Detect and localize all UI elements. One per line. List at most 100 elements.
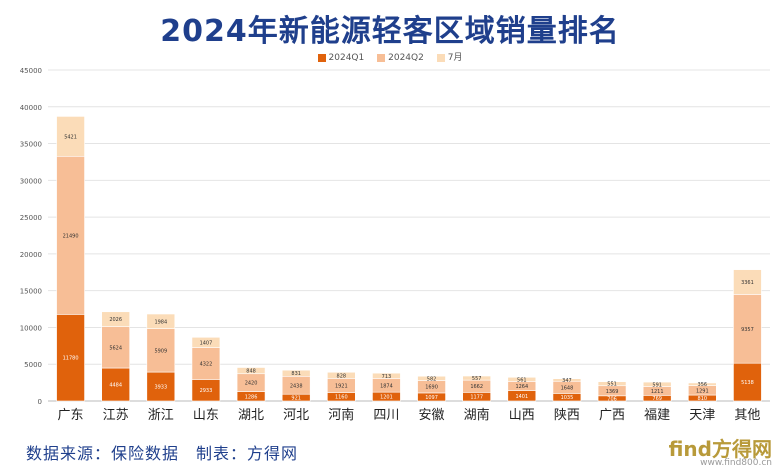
x-tick-label: 河北 (283, 408, 309, 423)
bar-segment (552, 378, 582, 382)
y-tick-label: 0 (38, 398, 42, 406)
x-tick-label: 湖南 (464, 407, 490, 423)
x-tick-label: 河南 (328, 407, 354, 423)
data-label: 3361 (741, 280, 754, 286)
data-label: 1648 (561, 385, 574, 391)
bar-segment (146, 371, 176, 402)
bar-segment (507, 376, 537, 382)
legend-label-q1: 2024Q1 (328, 53, 365, 63)
legend-label-july: 7月 (447, 53, 463, 63)
data-label: 1211 (651, 389, 664, 395)
y-tick-label: 20000 (20, 251, 42, 259)
data-label: 1662 (470, 384, 483, 390)
data-label: 2026 (109, 317, 122, 323)
x-tick-label: 陕西 (554, 408, 580, 423)
data-label: 9357 (741, 327, 754, 333)
y-tick-label: 35000 (20, 141, 42, 149)
x-tick-label: 安徽 (419, 408, 445, 423)
data-label: 769 (652, 396, 662, 402)
data-label: 356 (698, 382, 708, 388)
y-tick-label: 30000 (20, 177, 42, 185)
data-label: 1097 (425, 395, 438, 401)
data-label: 713 (382, 374, 392, 380)
bar-segment (281, 369, 311, 377)
brand-logo: find方得网 www.find800.cn (669, 433, 772, 468)
data-label: 1401 (515, 394, 528, 400)
bar-segment (101, 311, 130, 327)
x-tick-label: 广西 (599, 408, 625, 423)
bar-segment (191, 336, 221, 348)
data-label: 921 (291, 396, 301, 402)
data-label: 5624 (109, 345, 122, 351)
data-label: 347 (562, 378, 572, 384)
data-label: 1035 (561, 395, 574, 401)
x-tick-label: 福建 (644, 408, 670, 423)
bar-segment (417, 375, 446, 381)
data-label: 582 (427, 376, 437, 382)
data-label: 1921 (335, 383, 348, 389)
bar-segment (56, 155, 85, 315)
brand-logo-text: find方得网 (668, 437, 772, 461)
data-label: 1201 (380, 395, 393, 401)
brand-logo-url: www.find800.cn (700, 458, 772, 468)
x-tick-label: 山东 (193, 408, 219, 423)
bar-segment (191, 347, 221, 380)
bar-segment (688, 382, 717, 386)
data-label: 5421 (64, 134, 77, 140)
bar-segment (733, 269, 762, 295)
data-label: 831 (291, 371, 301, 377)
bar-segment (733, 294, 762, 364)
bar-segment (56, 116, 85, 157)
y-tick-label: 45000 (20, 67, 42, 75)
data-label: 828 (337, 373, 347, 379)
bar-segment (642, 381, 672, 387)
x-tick-label: 其他 (734, 408, 760, 423)
chart-title: 2024年新能源轻客区域销量排名 (160, 14, 620, 49)
bar-segment (101, 367, 130, 402)
data-label: 5138 (741, 380, 754, 386)
data-label: 3933 (154, 385, 167, 391)
data-label: 11780 (63, 356, 79, 362)
y-tick-label: 40000 (20, 104, 42, 112)
data-source-note: 数据来源：保险数据 制表：方得网 (26, 444, 299, 463)
data-label: 2420 (245, 381, 258, 387)
data-label: 706 (607, 396, 617, 402)
bar-segment (462, 375, 491, 381)
data-label: 810 (698, 396, 708, 402)
x-tick-label: 湖北 (238, 408, 264, 423)
bar-segment (56, 314, 85, 402)
x-tick-label: 江苏 (103, 407, 129, 423)
legend-item-q2: 2024Q2 (377, 53, 424, 63)
bar-segment (372, 372, 401, 379)
y-tick-label: 10000 (20, 324, 42, 332)
data-label: 4484 (109, 383, 122, 389)
chart-legend: 2024Q1 2024Q2 7月 (0, 50, 780, 63)
data-label: 1407 (200, 340, 213, 346)
legend-swatch-q2 (377, 53, 386, 62)
data-label: 591 (652, 382, 662, 388)
data-label: 1984 (154, 319, 167, 325)
stacked-bar-chart: 0 5000 10000 15000 20000 25000 30000 35000 40000… (20, 67, 770, 423)
bar-segment (327, 371, 356, 379)
legend-swatch-july (436, 53, 445, 62)
legend-label-q2: 2024Q2 (388, 53, 424, 63)
data-label: 1690 (425, 385, 438, 391)
data-label: 1874 (380, 383, 393, 389)
data-label: 2933 (200, 388, 213, 394)
bar-segment (733, 362, 762, 402)
data-label: 1264 (515, 384, 528, 390)
x-tick-label: 天津 (689, 408, 715, 423)
legend-item-july: 7月 (436, 50, 463, 63)
bar-segment (146, 328, 176, 373)
data-label: 848 (246, 369, 256, 375)
data-label: 561 (517, 377, 527, 383)
bar-segment (101, 326, 130, 369)
legend-item-q1: 2024Q1 (317, 53, 365, 63)
bar-segment (236, 367, 266, 375)
data-label: 1369 (606, 389, 619, 395)
bar-segment (146, 313, 176, 329)
data-label: 1286 (245, 394, 258, 400)
data-label: 551 (607, 382, 617, 388)
y-tick-label: 5000 (24, 361, 42, 369)
legend-swatch-q1 (317, 53, 326, 62)
